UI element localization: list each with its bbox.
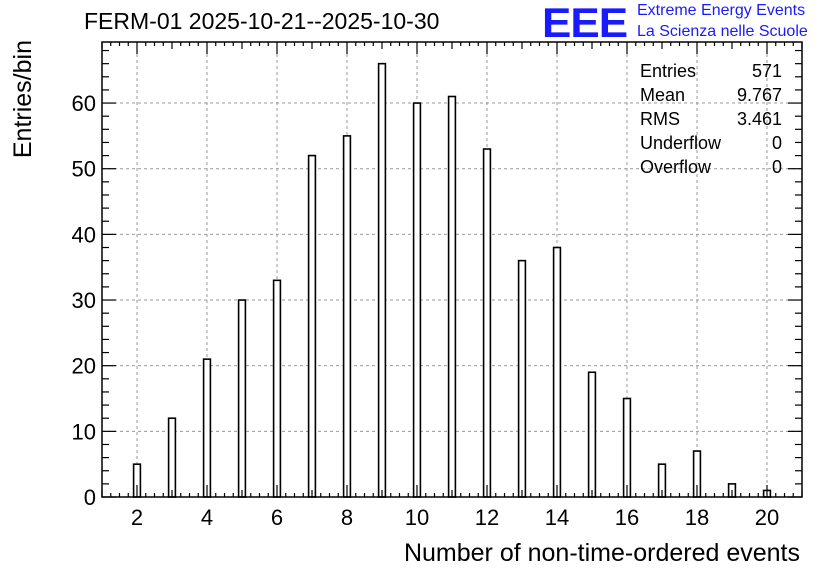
brand-line-1: Extreme Energy Events	[637, 2, 806, 19]
histogram-bar	[202, 358, 212, 498]
histogram-bar	[622, 397, 632, 498]
y-tick-label: 10	[72, 419, 96, 444]
stats-label: Underflow	[640, 133, 722, 153]
y-tick-labels: 0 10 20 30 40 50 60	[72, 91, 96, 510]
y-axis-label: Entries/bin	[9, 40, 37, 158]
x-tick-label: 20	[755, 505, 779, 530]
x-tick-label: 10	[405, 505, 429, 530]
axis-ticks	[101, 42, 803, 498]
histogram-bar	[167, 417, 177, 498]
y-tick-label: 50	[72, 157, 96, 182]
histogram-bar	[342, 135, 352, 498]
x-tick-label: 16	[615, 505, 639, 530]
stats-row-mean: Mean 9.767	[640, 84, 782, 108]
histogram-bar	[377, 62, 387, 498]
y-tick-label: 0	[84, 485, 96, 510]
eee-logo: EEE	[542, 0, 628, 47]
histogram-bar	[447, 95, 457, 498]
x-tick-label: 18	[685, 505, 709, 530]
x-tick-label: 4	[201, 505, 213, 530]
stats-box: Entries 571 Mean 9.767 RMS 3.461 Underfl…	[640, 60, 782, 180]
brand-line-2: La Scienza nelle Scuole	[637, 23, 808, 40]
stats-row-entries: Entries 571	[640, 60, 782, 84]
histogram-bar	[482, 148, 492, 498]
y-tick-label: 60	[72, 91, 96, 116]
histogram-bar	[307, 154, 317, 498]
stats-value: 9.767	[736, 85, 782, 105]
y-tick-label: 20	[72, 354, 96, 379]
histogram-bar	[272, 279, 282, 498]
y-tick-label: 30	[72, 288, 96, 313]
histogram-bar	[412, 102, 422, 498]
x-tick-label: 6	[271, 505, 283, 530]
histogram-bar	[552, 246, 562, 498]
x-tick-label: 2	[131, 505, 143, 530]
histogram-bar	[587, 371, 597, 498]
stats-value: 0	[771, 157, 782, 177]
x-tick-label: 12	[475, 505, 499, 530]
x-tick-labels: 2 4 6 8 10 12 14 16 18 20	[131, 505, 779, 530]
stats-row-overflow: Overflow 0	[640, 156, 782, 180]
x-tick-label: 8	[341, 505, 353, 530]
chart-title: FERM-01 2025-10-21--2025-10-30	[84, 8, 440, 34]
histogram-bar	[517, 259, 527, 498]
stats-row-rms: RMS 3.461	[640, 108, 782, 132]
stats-label: Overflow	[640, 157, 712, 177]
histogram-bar	[237, 299, 247, 498]
stats-row-underflow: Underflow 0	[640, 132, 782, 156]
stats-value: 3.461	[736, 109, 782, 129]
stats-value: 571	[751, 61, 782, 81]
stats-label: RMS	[640, 109, 680, 129]
stats-value: 0	[771, 133, 782, 153]
x-tick-label: 14	[545, 505, 569, 530]
stats-label: Entries	[640, 61, 697, 81]
x-axis-label: Number of non-time-ordered events	[404, 539, 800, 567]
stats-label: Mean	[640, 85, 686, 105]
y-tick-label: 40	[72, 222, 96, 247]
